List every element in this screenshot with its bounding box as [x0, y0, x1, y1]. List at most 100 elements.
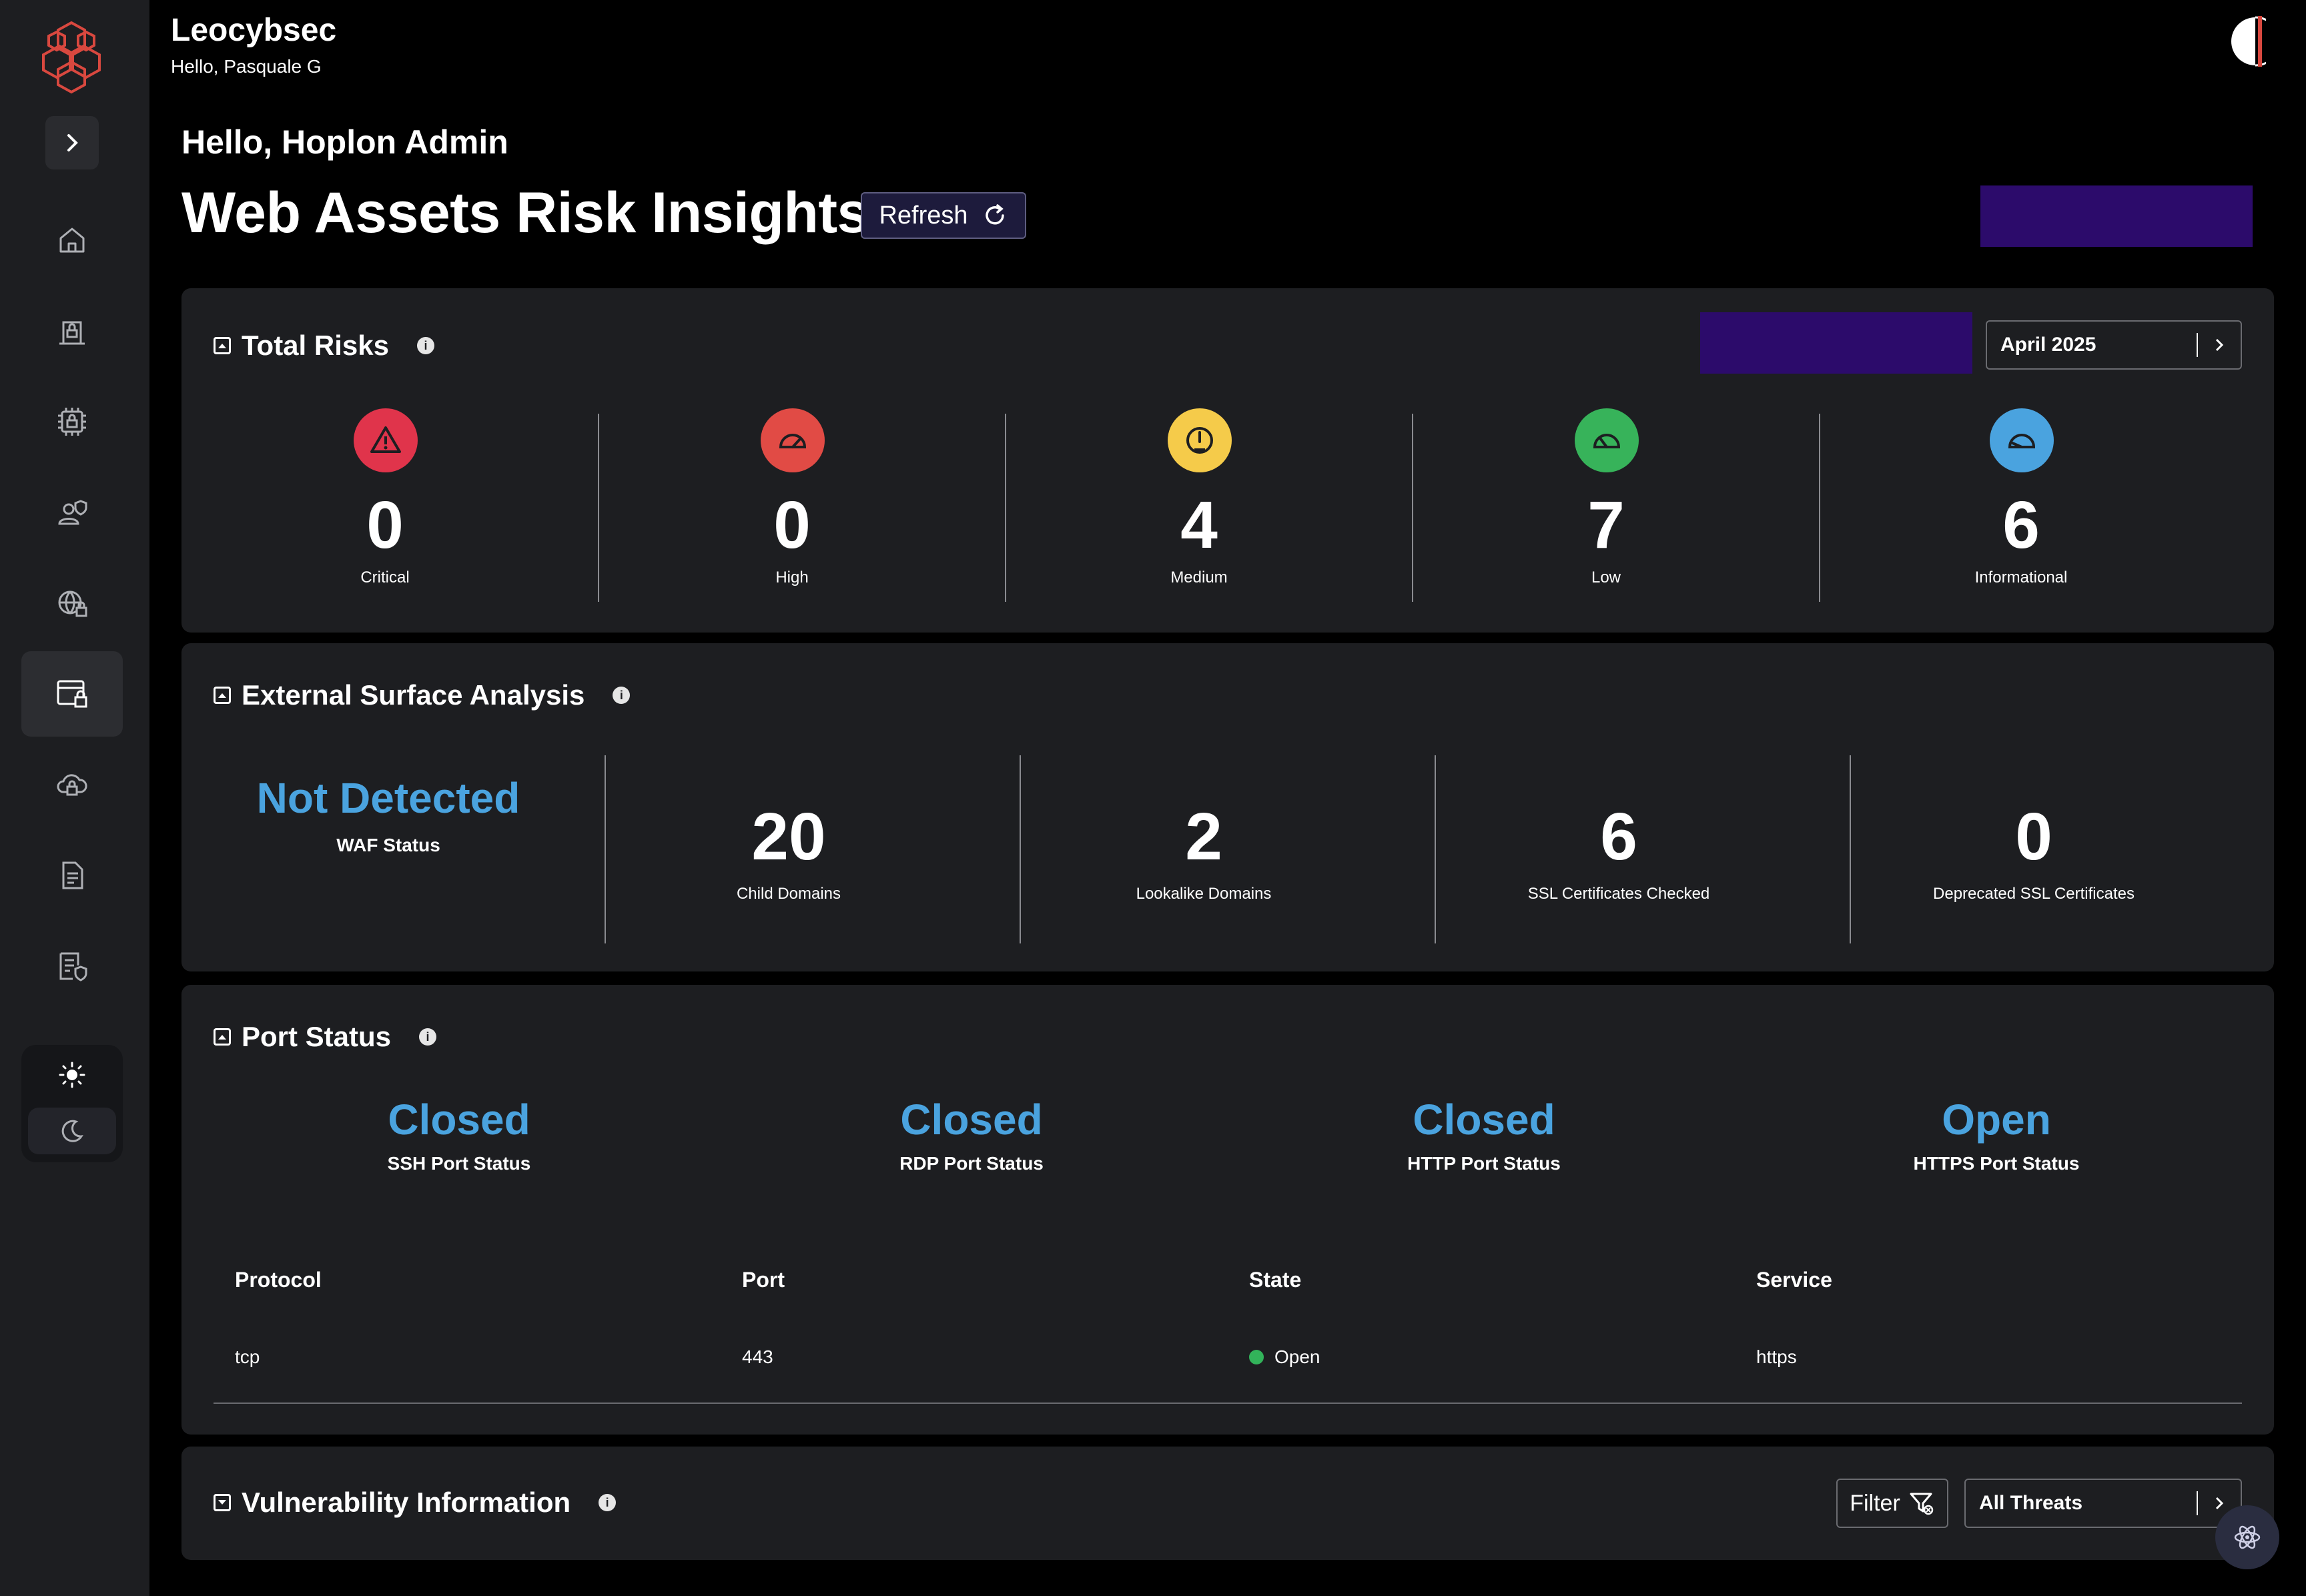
sidebar-item-home[interactable]: [21, 197, 123, 283]
filter-label: Filter: [1850, 1490, 1900, 1516]
cell-state-value: Open: [1274, 1346, 1320, 1367]
cell-port: 443: [742, 1346, 773, 1367]
building-lock-icon: [59, 321, 85, 345]
waf-status: Not Detected WAF Status: [181, 757, 595, 890]
avatar[interactable]: [2229, 15, 2266, 68]
port-status-title: Port Status: [242, 1021, 392, 1052]
risk-low: 7 Low: [1403, 408, 1810, 595]
column-header-port: Port: [742, 1268, 785, 1292]
vulnerability-title: Vulnerability Information: [242, 1487, 571, 1518]
risk-medium-count: 4: [1180, 488, 1218, 562]
sun-icon: [59, 1062, 85, 1088]
lookalike-domains: 2 Lookalike Domains: [997, 803, 1411, 937]
table-divider: [214, 1403, 2242, 1404]
risk-high: 0 High: [589, 408, 996, 595]
expand-icon[interactable]: [214, 1494, 231, 1511]
divider: [605, 755, 606, 943]
expand-sidebar-button[interactable]: [45, 116, 99, 169]
sidebar-item-identity[interactable]: [21, 470, 123, 555]
risk-high-label: High: [775, 568, 809, 586]
external-surface-header: External Surface Analysis i: [214, 679, 631, 711]
risk-medium-label: Medium: [1170, 568, 1228, 586]
total-risks-title: Total Risks: [242, 330, 389, 361]
cloud-lock-icon: [57, 774, 87, 796]
sidebar-item-organization[interactable]: [21, 288, 123, 374]
gauge-high-icon: [761, 408, 825, 472]
logo-icon[interactable]: [35, 19, 108, 96]
web-lock-icon: [57, 680, 87, 708]
document-shield-icon: [59, 952, 87, 981]
atom-icon: [2234, 1525, 2261, 1549]
document-icon: [62, 861, 83, 889]
vulnerability-panel: Vulnerability Information i Filter All T…: [181, 1447, 2274, 1560]
divider: [1005, 414, 1006, 602]
deprecated-ssl-certificates: 0 Deprecated SSL Certificates: [1827, 803, 2241, 937]
rdp-port-status: Closed RDP Port Status: [805, 1098, 1138, 1174]
brand-block: [1700, 312, 1972, 374]
chevron-right-icon: [2198, 338, 2241, 352]
collapse-icon[interactable]: [214, 337, 231, 354]
port-status-header: Port Status i: [214, 1021, 437, 1053]
risk-informational: 6 Informational: [1818, 408, 2225, 595]
total-risks-header: Total Risks i: [214, 330, 434, 362]
dark-theme-button[interactable]: [28, 1108, 116, 1154]
ssl-certificates-count: 6: [1600, 799, 1637, 874]
risk-high-count: 0: [773, 488, 811, 562]
rdp-port-value: Closed: [900, 1096, 1043, 1144]
info-icon[interactable]: i: [416, 337, 434, 354]
risk-critical-count: 0: [366, 488, 404, 562]
gauge-low-icon: [1575, 408, 1639, 472]
divider: [1850, 755, 1851, 943]
sidebar-item-web-assets[interactable]: [21, 651, 123, 737]
cell-state: Open: [1249, 1346, 1320, 1368]
cell-protocol: tcp: [235, 1346, 260, 1367]
refresh-icon: [985, 204, 1004, 225]
ssh-port-status: Closed SSH Port Status: [292, 1098, 626, 1174]
refresh-button[interactable]: Refresh: [861, 192, 1026, 239]
lookalike-domains-label: Lookalike Domains: [1136, 885, 1272, 903]
collapse-icon[interactable]: [214, 687, 231, 704]
cell-service: https: [1756, 1346, 1797, 1367]
child-domains-count: 20: [751, 799, 826, 874]
info-icon[interactable]: i: [613, 687, 631, 704]
threat-select[interactable]: All Threats: [1964, 1479, 2242, 1528]
gauge-medium-icon: [1168, 408, 1232, 472]
info-icon[interactable]: i: [599, 1494, 617, 1511]
divider: [2197, 1491, 2198, 1515]
rdp-port-label: RDP Port Status: [899, 1153, 1044, 1174]
http-port-status: Closed HTTP Port Status: [1317, 1098, 1651, 1174]
http-port-label: HTTP Port Status: [1407, 1153, 1561, 1174]
column-header-service: Service: [1756, 1268, 1832, 1292]
month-select[interactable]: April 2025: [1986, 320, 2242, 370]
divider: [1020, 755, 1021, 943]
gauge-info-icon: [1990, 408, 2054, 472]
sidebar-item-reports[interactable]: [21, 833, 123, 918]
divider: [1819, 414, 1820, 602]
child-domains-label: Child Domains: [736, 885, 841, 903]
filter-button[interactable]: Filter: [1836, 1479, 1948, 1528]
page-title: Web Assets Risk Insights: [181, 181, 869, 245]
light-theme-button[interactable]: [28, 1053, 116, 1097]
sidebar-item-compliance[interactable]: [21, 923, 123, 1009]
assistant-button[interactable]: [2215, 1505, 2279, 1569]
chevron-right-icon: [67, 134, 78, 151]
collapse-icon[interactable]: [214, 1028, 231, 1046]
sidebar-item-endpoints[interactable]: [21, 379, 123, 464]
sidebar-item-network[interactable]: [21, 560, 123, 646]
risk-informational-count: 6: [2002, 488, 2040, 562]
waf-status-value: Not Detected: [256, 774, 520, 822]
external-surface-panel: External Surface Analysis i Not Detected…: [181, 643, 2274, 971]
home-icon: [59, 228, 85, 253]
divider: [2197, 333, 2198, 357]
risk-medium: 4 Medium: [996, 408, 1403, 595]
sidebar-item-cloud[interactable]: [21, 742, 123, 827]
risk-critical-label: Critical: [360, 568, 410, 586]
risk-critical: 0 Critical: [181, 408, 589, 595]
theme-switcher: [21, 1045, 123, 1162]
ssh-port-value: Closed: [388, 1096, 530, 1144]
brand-block: [1980, 185, 2253, 247]
month-select-value: April 2025: [2000, 334, 2096, 356]
ssl-certificates-label: SSL Certificates Checked: [1527, 885, 1710, 903]
deprecated-ssl-count: 0: [2015, 799, 2052, 874]
info-icon[interactable]: i: [419, 1028, 437, 1046]
